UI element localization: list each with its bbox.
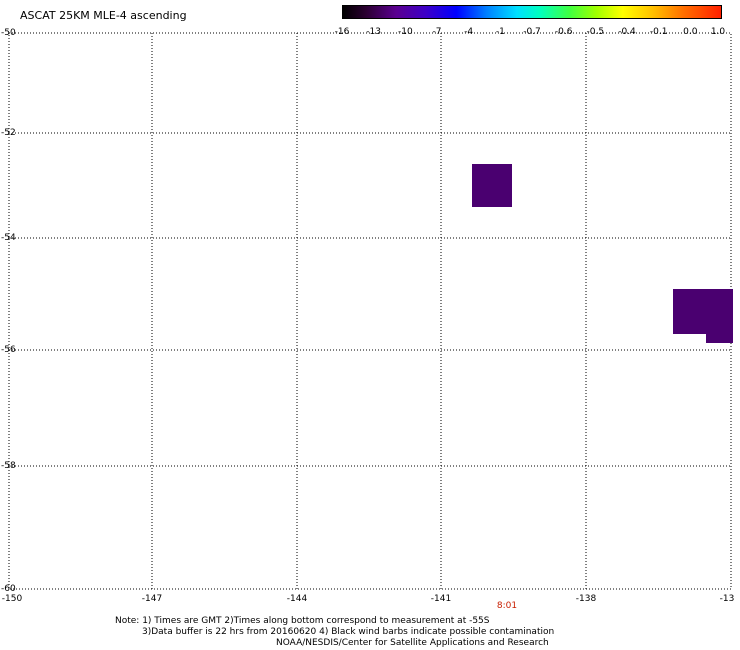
note-line-2: 3)Data buffer is 22 hrs from 20160620 4)… xyxy=(142,627,555,637)
map-title: ASCAT 25KM MLE-4 ascending xyxy=(20,9,187,22)
colorbar-tick-label: -13 xyxy=(366,27,382,37)
note-line-1: Note: 1) Times are GMT 2)Times along bot… xyxy=(115,616,490,626)
colorbar-tick-label: -16 xyxy=(334,27,350,37)
colorbar xyxy=(342,5,722,19)
grid-lines xyxy=(9,33,731,589)
longitude-label: -13 xyxy=(719,594,735,604)
latitude-label: -54 xyxy=(1,233,16,243)
map-frame xyxy=(8,32,732,590)
latitude-label: -60 xyxy=(1,584,16,594)
data-cell xyxy=(673,289,706,334)
latitude-label: -56 xyxy=(1,345,16,355)
colorbar-tick-label: 1.0 xyxy=(710,27,726,37)
colorbar-tick-label: 0.0 xyxy=(683,27,698,37)
colorbar-tick-label: -0.1 xyxy=(649,27,668,37)
longitude-label: -150 xyxy=(1,594,23,604)
longitude-label: -141 xyxy=(430,594,452,604)
data-cell xyxy=(472,164,512,207)
latitude-label: -50 xyxy=(1,28,16,38)
colorbar-tick-label: -7 xyxy=(432,27,442,37)
longitude-label: -144 xyxy=(286,594,308,604)
colorbar-tick-label: -4 xyxy=(464,27,474,37)
longitude-label: -138 xyxy=(575,594,597,604)
colorbar-tick-label: -1 xyxy=(495,27,505,37)
latitude-label: -58 xyxy=(1,461,16,471)
data-cells xyxy=(472,164,733,343)
colorbar-tick-label: -10 xyxy=(397,27,413,37)
longitude-label: -147 xyxy=(141,594,163,604)
colorbar-tick-label: -0.4 xyxy=(618,27,636,37)
colorbar-tick-label: -0.7 xyxy=(523,27,541,37)
time-label: 8:01 xyxy=(496,601,518,611)
data-cell xyxy=(706,289,733,343)
colorbar-tick-label: -0.6 xyxy=(554,27,573,37)
note-line-3: NOAA/NESDIS/Center for Satellite Applica… xyxy=(276,638,549,648)
colorbar-tick-label: -0.5 xyxy=(586,27,605,37)
latitude-label: -52 xyxy=(1,128,16,138)
